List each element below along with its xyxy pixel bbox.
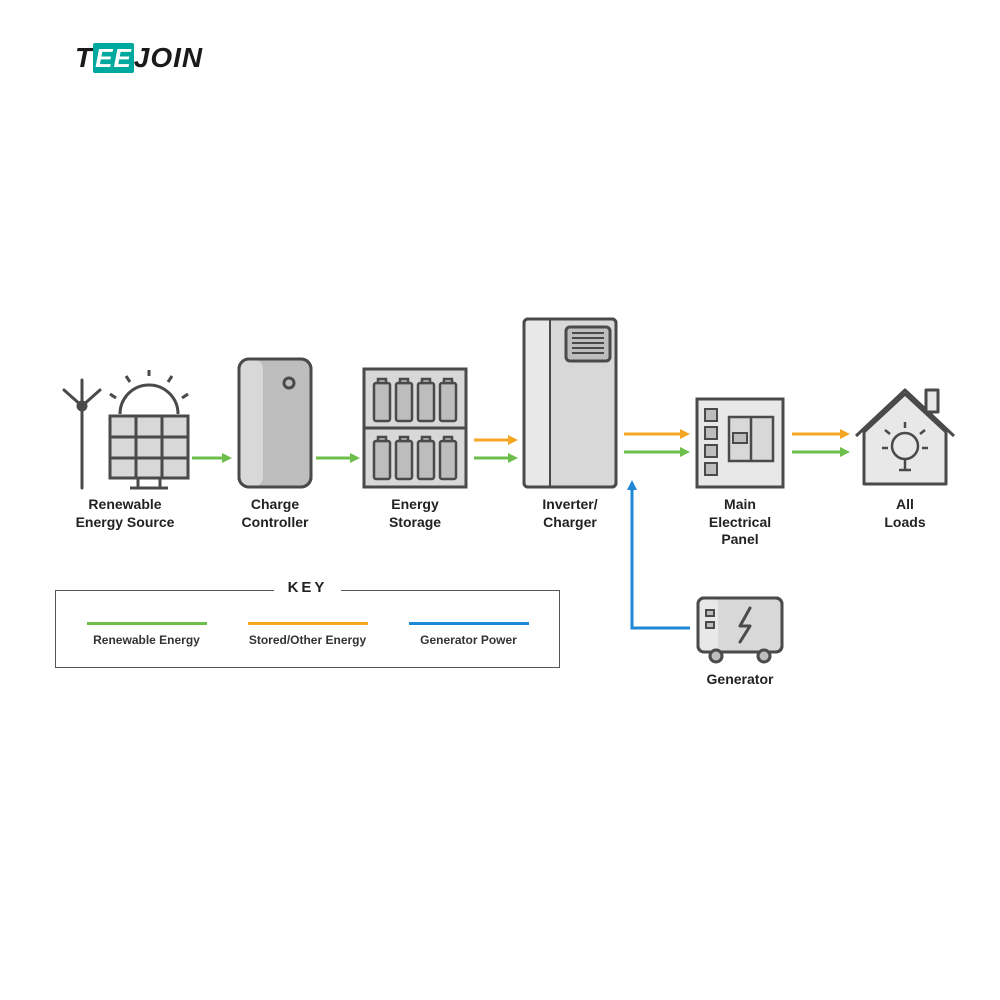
legend-item-renewable: Renewable Energy xyxy=(66,622,227,647)
node-energy-storage: EnergyStorage xyxy=(360,365,470,531)
legend-title: KEY xyxy=(274,579,342,596)
legend-box: KEY Renewable Energy Stored/Other Energy… xyxy=(55,590,560,668)
battery-rack-icon xyxy=(360,365,470,490)
electrical-panel-icon xyxy=(693,395,787,490)
node-generator: Generator xyxy=(690,590,790,689)
node-label: RenewableEnergy Source xyxy=(60,496,190,531)
legend-swatch xyxy=(409,622,529,625)
node-label: MainElectricalPanel xyxy=(690,496,790,549)
house-icon xyxy=(850,380,960,490)
node-renewable-source: RenewableEnergy Source xyxy=(60,370,190,531)
charge-controller-icon xyxy=(233,355,317,490)
arrow-panel-to-loads-renew xyxy=(792,444,850,460)
node-all-loads: AllLoads xyxy=(850,380,960,531)
wind-solar-icon xyxy=(60,370,190,490)
legend-swatch xyxy=(248,622,368,625)
legend-item-stored: Stored/Other Energy xyxy=(227,622,388,647)
generator-icon xyxy=(692,590,788,665)
legend-label: Generator Power xyxy=(388,633,549,647)
legend-swatch xyxy=(87,622,207,625)
node-label: Inverter/Charger xyxy=(515,496,625,531)
node-label: EnergyStorage xyxy=(360,496,470,531)
arrow-charge-to-storage xyxy=(316,450,360,466)
node-main-panel: MainElectricalPanel xyxy=(690,395,790,549)
brand-logo: TEEJOIN xyxy=(75,42,203,74)
legend-label: Stored/Other Energy xyxy=(227,633,388,647)
inverter-icon xyxy=(518,315,622,490)
logo-prefix: T xyxy=(75,42,93,73)
node-label: ChargeController xyxy=(220,496,330,531)
arrow-storage-to-inverter-stored xyxy=(474,432,518,448)
arrow-generator-to-inverter xyxy=(618,476,694,636)
legend-label: Renewable Energy xyxy=(66,633,227,647)
node-label: AllLoads xyxy=(850,496,960,531)
arrow-panel-to-loads-stored xyxy=(792,426,850,442)
node-charge-controller: ChargeController xyxy=(220,355,330,531)
node-inverter-charger: Inverter/Charger xyxy=(515,315,625,531)
arrow-inverter-to-panel-renew xyxy=(624,444,690,460)
arrow-inverter-to-panel-stored xyxy=(624,426,690,442)
logo-suffix: JOIN xyxy=(134,42,203,73)
arrow-storage-to-inverter-renew xyxy=(474,450,518,466)
node-label: Generator xyxy=(690,671,790,689)
legend-item-generator: Generator Power xyxy=(388,622,549,647)
arrow-source-to-charge xyxy=(192,450,232,466)
logo-accent: EE xyxy=(93,43,134,73)
